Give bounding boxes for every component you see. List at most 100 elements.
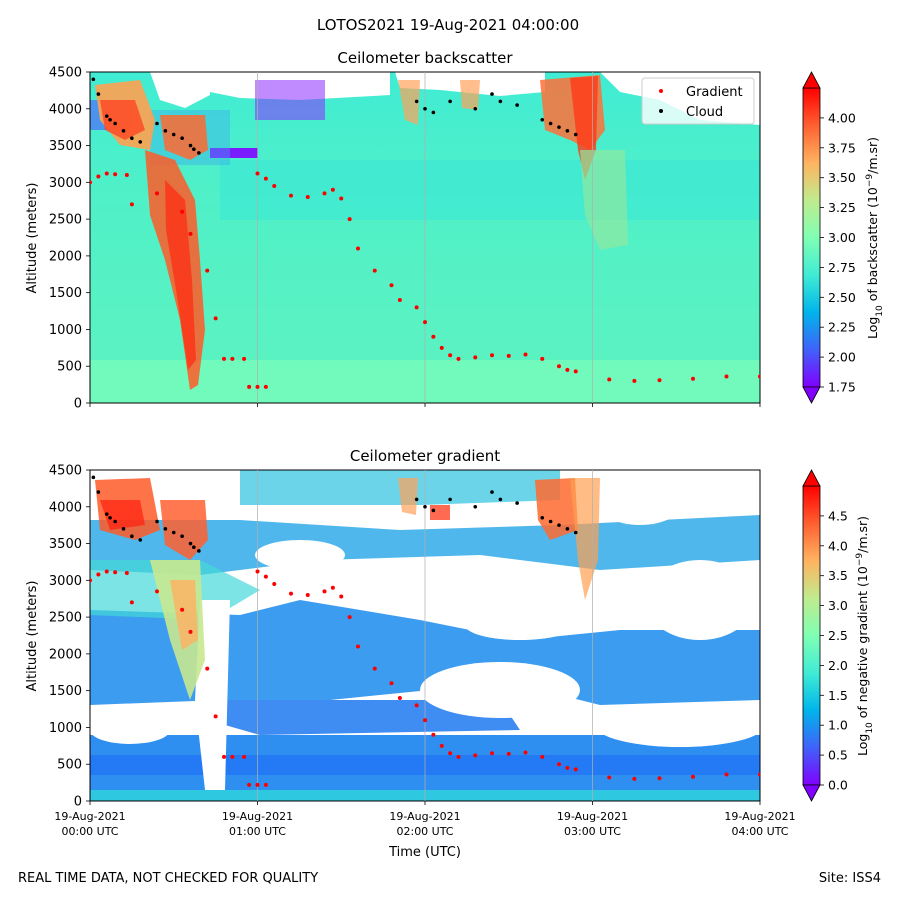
cloud-point (180, 136, 184, 140)
gradient-point (247, 782, 252, 787)
gradient-nodata-region (595, 703, 760, 747)
cloud-point (414, 99, 419, 104)
cloud-point (121, 527, 126, 531)
gradient-point (573, 767, 578, 772)
figure-title: LOTOS2021 19-Aug-2021 04:00:00 (317, 16, 579, 34)
cloud-point (155, 519, 159, 524)
gradient-point (540, 356, 545, 361)
gradient-point (397, 696, 402, 701)
gradient-point (431, 732, 436, 737)
backscatter-y-tick-label: 3500 (49, 139, 82, 154)
gradient-point (339, 196, 344, 201)
gradient-cloud-plume (535, 478, 578, 540)
backscatter-colorbar: 1.75 2.00 2.25 2.50 2.75 3.00 3.25 3.50 3.75 4.00… (802, 71, 885, 404)
cloud-point (197, 151, 201, 155)
gradient-x-tick-time: 01:00 UTC (229, 825, 286, 838)
backscatter-cloud-plume (460, 80, 480, 110)
gradient-point (263, 782, 268, 787)
gradient-point (322, 191, 327, 196)
gradient-point (124, 172, 129, 177)
backscatter-colorbar-label: Log10 of backscatter (10−9/m.sr) (865, 137, 885, 339)
gradient-point (113, 172, 118, 177)
backscatter-cloud-plume (398, 80, 420, 125)
gradient-point (230, 356, 235, 361)
cloud-point (188, 541, 193, 546)
backscatter-cloud-plume (160, 115, 208, 160)
cloud-point (490, 92, 494, 96)
gradient-y-tick-label: 0 (74, 795, 82, 810)
gradient-y-tick-label: 1000 (49, 721, 82, 736)
backscatter-colorbar-tick-label: 2.25 (828, 320, 856, 335)
cloud-point (121, 129, 126, 133)
backscatter-y-tick-label: 3000 (49, 176, 82, 191)
backscatter-colorbar-tick-label: 3.25 (828, 200, 856, 215)
gradient-point (230, 754, 235, 759)
footer-site-label: Site: ISS4 (819, 871, 881, 886)
gradient-point (180, 607, 185, 612)
backscatter-y-axis-ticks: 0 500 1000 1500 2000 2500 3000 3500 4000 4500 (49, 66, 90, 412)
gradient-point (222, 356, 226, 361)
gradient-point (222, 754, 226, 759)
gradient-point (632, 378, 637, 383)
cloud-point (540, 516, 545, 520)
backscatter-y-tick-label: 500 (57, 360, 82, 375)
gradient-point (473, 753, 478, 758)
gradient-x-tick-time: 02:00 UTC (396, 825, 453, 838)
cloud-point (423, 504, 427, 509)
gradient-point (188, 231, 193, 236)
backscatter-colorbar-extend-high (802, 71, 821, 89)
gradient-point (330, 187, 335, 192)
cloud-point (565, 129, 570, 133)
gradient-marker-layer (90, 475, 760, 787)
gradient-point (155, 589, 159, 594)
gradient-point (506, 353, 511, 358)
gradient-colorbar-tick-label: 4.0 (828, 538, 848, 553)
backscatter-y-tick-label: 4500 (49, 66, 82, 81)
gradient-point (456, 356, 461, 361)
cloud-point (138, 538, 143, 542)
gradient-colorbar-ticks: 0.0 0.5 1.0 1.5 2.0 2.5 3.0 3.5 4.0 4.5 (820, 508, 848, 793)
gradient-point (691, 376, 695, 381)
gradient-point (506, 751, 511, 756)
gradient-point (523, 352, 528, 357)
gradient-y-tick-label: 3500 (49, 537, 82, 552)
gradient-point (557, 762, 561, 767)
backscatter-colorbar-body (802, 87, 821, 388)
gradient-point (155, 191, 159, 196)
gradient-point (607, 775, 612, 780)
gradient-point (305, 593, 310, 598)
gradient-x-tick-time: 00:00 UTC (61, 825, 118, 838)
gradient-x-tick-date: 19-Aug-2021 (389, 810, 460, 823)
gradient-point (322, 589, 327, 594)
gradient-point (96, 572, 101, 577)
cloud-point (573, 132, 578, 137)
backscatter-y-tick-label: 4000 (49, 102, 82, 117)
gradient-point (414, 703, 419, 708)
gradient-cloud-plume (100, 500, 145, 530)
gradient-colorbar-tick-label: 2.5 (828, 628, 848, 643)
gradient-point (90, 180, 92, 185)
cloud-point (180, 534, 184, 538)
gradient-point (129, 600, 134, 605)
gradient-point (490, 353, 494, 358)
backscatter-x-axis-ticks (89, 403, 761, 407)
gradient-point (213, 714, 218, 719)
gradient-point (96, 174, 101, 179)
legend-gradient-label: Gradient (686, 85, 743, 100)
gradient-nodata-region (595, 475, 685, 525)
gradient-point (255, 569, 260, 574)
backscatter-y-tick-label: 2000 (49, 249, 82, 264)
gradient-point (657, 378, 662, 383)
gradient-colorbar-tick-label: 2.0 (828, 658, 848, 673)
gradient-colorbar-body (802, 485, 821, 786)
gradient-point (758, 374, 760, 379)
gradient-point (423, 718, 427, 723)
gradient-nodata-region (420, 662, 580, 718)
cloud-point (192, 545, 196, 550)
gradient-point (90, 578, 92, 583)
gradient-point (632, 776, 637, 781)
gradient-nodata-region (645, 560, 755, 640)
gradient-point (247, 384, 252, 389)
backscatter-colorbar-ticks: 1.75 2.00 2.25 2.50 2.75 3.00 3.25 3.50 3.75 4.00 (820, 110, 856, 395)
gradient-point (523, 750, 528, 755)
